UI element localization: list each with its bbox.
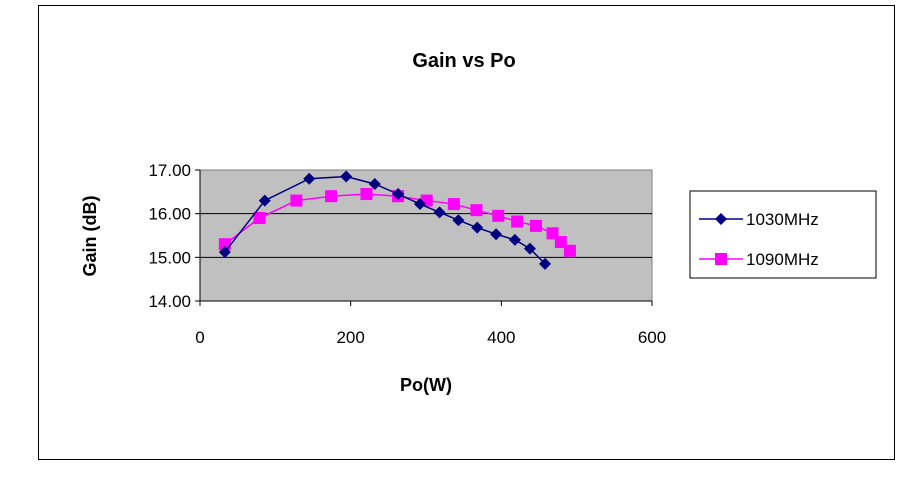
legend-label: 1090MHz	[746, 250, 819, 269]
y-tick-label: 17.00	[148, 161, 191, 180]
data-point-1090mhz	[360, 188, 372, 200]
data-point-1090mhz	[511, 216, 523, 228]
x-axis-title: Po(W)	[400, 375, 452, 395]
data-point-1090mhz	[290, 195, 302, 207]
data-point-1090mhz	[448, 198, 460, 210]
legend: 1030MHz 1090MHz	[690, 191, 876, 278]
x-tick-label: 200	[336, 328, 364, 347]
data-point-1090mhz	[492, 210, 504, 222]
chart-frame: Gain vs Po 14.00 15.00 16.00 17.00 0 200 400 6…	[38, 5, 895, 460]
y-axis-title: Gain (dB)	[80, 196, 100, 277]
plot-area	[200, 170, 652, 301]
legend-label: 1030MHz	[746, 210, 819, 229]
x-tick-label: 600	[638, 328, 666, 347]
y-tick-label: 16.00	[148, 205, 191, 224]
legend-marker-1090mhz	[715, 253, 727, 265]
gain-vs-po-chart: Gain vs Po 14.00 15.00 16.00 17.00 0 200 400 6…	[39, 6, 894, 459]
x-tick-label: 0	[195, 328, 204, 347]
data-point-1090mhz	[470, 204, 482, 216]
data-point-1090mhz	[325, 190, 337, 202]
y-axis-ticks: 14.00 15.00 16.00 17.00	[148, 161, 200, 311]
x-tick-label: 400	[487, 328, 515, 347]
y-tick-label: 15.00	[148, 248, 191, 267]
data-point-1090mhz	[564, 245, 576, 257]
data-point-1090mhz	[530, 220, 542, 232]
y-tick-label: 14.00	[148, 292, 191, 311]
chart-title: Gain vs Po	[412, 50, 515, 72]
